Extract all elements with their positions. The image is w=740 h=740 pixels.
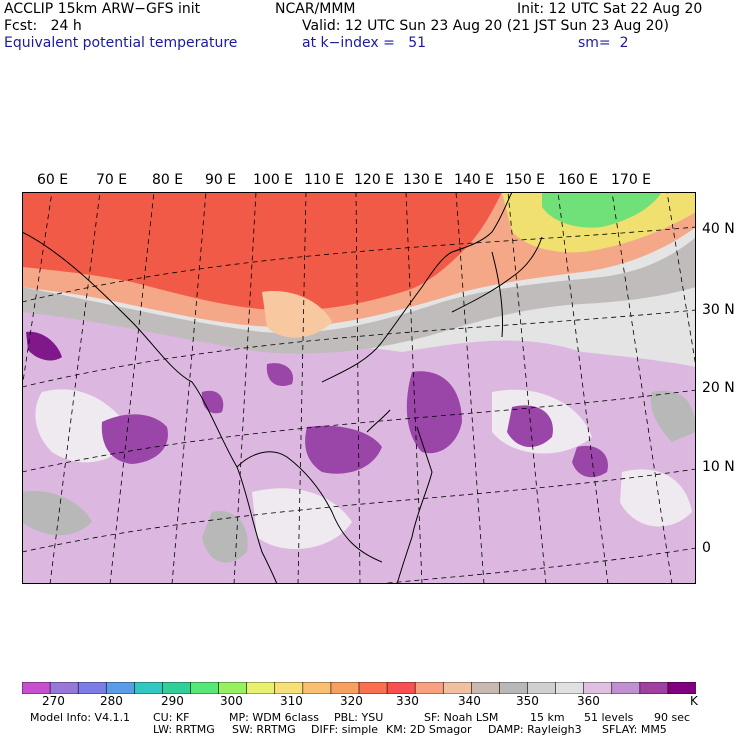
colorbar-swatch bbox=[218, 682, 248, 694]
colorbar-swatch bbox=[442, 682, 473, 694]
smoothing-label: sm= 2 bbox=[578, 35, 629, 51]
lat-label: 30 N bbox=[702, 302, 735, 318]
lat-label: 20 N bbox=[702, 380, 735, 396]
lat-label: 0 bbox=[702, 540, 711, 556]
lon-label: 90 E bbox=[205, 172, 237, 188]
field-name: Equivalent potential temperature bbox=[4, 35, 238, 51]
forecast-hour: Fcst: 24 h bbox=[4, 18, 82, 34]
lon-label: 110 E bbox=[304, 172, 345, 188]
sf-scheme: SF: Noah LSM bbox=[424, 711, 499, 724]
colorbar-swatch bbox=[274, 682, 304, 694]
pbl-scheme: PBL: YSU bbox=[334, 711, 384, 724]
lat-label: 10 N bbox=[702, 459, 735, 475]
lon-label: 140 E bbox=[454, 172, 495, 188]
coastline bbox=[22, 192, 543, 584]
colorbar-swatch bbox=[302, 682, 332, 694]
lon-label: 60 E bbox=[37, 172, 69, 188]
colorbar-swatch bbox=[414, 682, 445, 694]
grey-band bbox=[22, 237, 696, 354]
colorbar-tick: 280 bbox=[100, 694, 123, 708]
colorbar-swatch bbox=[330, 682, 360, 694]
cu-scheme: CU: KF bbox=[153, 711, 190, 724]
lw-scheme: LW: RRTMG bbox=[153, 723, 215, 736]
colorbar-tick: 360 bbox=[577, 694, 600, 708]
level-label: at k−index = 51 bbox=[302, 35, 427, 51]
timestep: 90 sec bbox=[654, 711, 691, 724]
colorbar-swatch bbox=[555, 682, 585, 694]
colorbar-swatch bbox=[105, 682, 136, 694]
sw-scheme: SW: RRTMG bbox=[232, 723, 296, 736]
model-title: ACCLIP 15km ARW−GFS init bbox=[4, 1, 201, 17]
colorbar-tick: 290 bbox=[161, 694, 184, 708]
lon-label: 150 E bbox=[505, 172, 546, 188]
red-region bbox=[22, 192, 502, 311]
colorbar-tick: 270 bbox=[42, 694, 65, 708]
colorbar-tick: 310 bbox=[280, 694, 303, 708]
resolution: 15 km bbox=[530, 711, 565, 724]
lat-label: 40 N bbox=[702, 221, 735, 237]
colorbar-swatch bbox=[246, 682, 276, 694]
colorbar-tick: 330 bbox=[396, 694, 419, 708]
lon-label: 160 E bbox=[558, 172, 599, 188]
init-time: Init: 12 UTC Sat 22 Aug 20 bbox=[517, 1, 703, 17]
lon-label: 130 E bbox=[403, 172, 444, 188]
valid-time: Valid: 12 UTC Sun 23 Aug 20 (21 JST Sun … bbox=[302, 18, 669, 34]
colorbar-tick: 350 bbox=[516, 694, 539, 708]
colorbar-swatch bbox=[527, 682, 557, 694]
colorbar-tick: 340 bbox=[458, 694, 481, 708]
colorbar-swatch bbox=[583, 682, 613, 694]
theta-e-map bbox=[22, 192, 696, 584]
colorbar-swatch bbox=[358, 682, 388, 694]
colorbar-swatch bbox=[190, 682, 220, 694]
model-info: Model Info: V4.1.1 bbox=[30, 711, 131, 724]
colorbar-swatch bbox=[611, 682, 641, 694]
diff-scheme: DIFF: simple bbox=[311, 723, 379, 736]
colorbar-swatch bbox=[639, 682, 669, 694]
colorbar-swatch bbox=[49, 682, 79, 694]
lon-label: 120 E bbox=[354, 172, 395, 188]
lon-label: 170 E bbox=[611, 172, 652, 188]
green-region bbox=[542, 192, 662, 228]
graticule bbox=[22, 192, 696, 584]
colorbar-swatch bbox=[134, 682, 164, 694]
dark-purple-region bbox=[26, 331, 62, 361]
colorbar-tick: 300 bbox=[220, 694, 243, 708]
levels: 51 levels bbox=[584, 711, 634, 724]
colorbar-swatch bbox=[471, 682, 501, 694]
colorbar-swatch bbox=[667, 682, 696, 694]
lon-label: 70 E bbox=[96, 172, 128, 188]
colorbar bbox=[22, 682, 696, 694]
colorbar-swatch bbox=[22, 682, 51, 694]
colorbar-swatch bbox=[162, 682, 192, 694]
km-scheme: KM: 2D Smagor bbox=[386, 723, 472, 736]
org-label: NCAR/MMM bbox=[275, 1, 356, 17]
colorbar-tick: 320 bbox=[340, 694, 363, 708]
purple-region bbox=[101, 363, 608, 478]
map-frame bbox=[22, 192, 696, 584]
colorbar-unit: K bbox=[690, 694, 698, 708]
mp-scheme: MP: WDM 6class bbox=[229, 711, 319, 724]
damp-scheme: DAMP: Rayleigh3 bbox=[488, 723, 582, 736]
colorbar-swatch bbox=[77, 682, 108, 694]
lon-label: 100 E bbox=[253, 172, 294, 188]
tan-patch bbox=[262, 291, 332, 338]
colorbar-swatch bbox=[386, 682, 416, 694]
sflay-scheme: SFLAY: MM5 bbox=[602, 723, 667, 736]
colorbar-swatch bbox=[499, 682, 529, 694]
lon-label: 80 E bbox=[152, 172, 184, 188]
